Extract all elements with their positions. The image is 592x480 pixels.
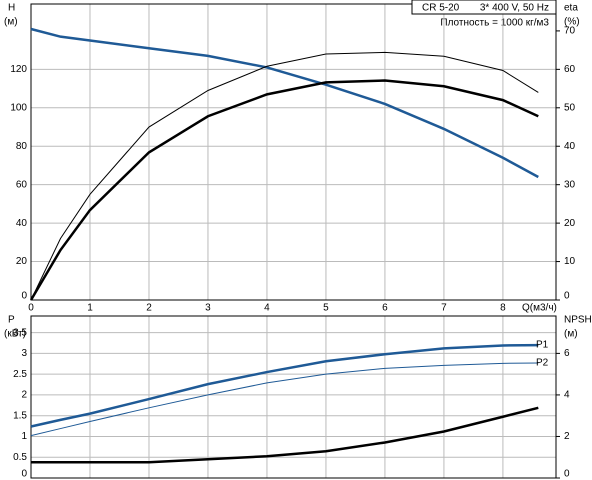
- chart-title: CR 5-20: [422, 3, 460, 14]
- x-tick-label: 6: [382, 303, 388, 314]
- y-tick-label: 2.5: [13, 369, 27, 380]
- y2-tick-label: 70: [564, 26, 576, 37]
- y-axis-unit: (м): [4, 17, 18, 28]
- y2-tick-label: 10: [564, 256, 576, 267]
- y2-tick-label: 20: [564, 218, 576, 229]
- series-label: P1: [536, 340, 549, 351]
- series-line: [30, 51, 539, 301]
- y-tick-label: 1.5: [13, 410, 27, 421]
- y2-axis-unit: (м): [564, 329, 578, 340]
- chart-subtitle: 3* 400 V, 50 Hz: [480, 3, 549, 14]
- y2-axis-label: eta: [564, 3, 578, 14]
- header-box: [411, 0, 557, 15]
- series-line: [30, 362, 539, 437]
- y2-tick-label: 40: [564, 141, 576, 152]
- series-label: P2: [536, 358, 549, 369]
- y2-tick-label: 4: [564, 390, 570, 401]
- y-tick-label: 3: [21, 348, 27, 359]
- y-tick-label: 2: [21, 390, 27, 401]
- y2-tick-label: 0: [564, 291, 570, 302]
- x-tick-label: 0: [28, 303, 34, 314]
- y2-tick-label: 6: [564, 348, 570, 359]
- y-tick-label: 120: [10, 64, 27, 75]
- y-tick-label: 100: [10, 102, 27, 113]
- series-line: [30, 27, 539, 179]
- y-tick-label: 80: [16, 141, 28, 152]
- x-tick-label: 8: [500, 303, 506, 314]
- x-tick-label: 7: [441, 303, 447, 314]
- y-tick-label: 40: [16, 218, 28, 229]
- series-line: [29, 79, 539, 301]
- y-tick-label: 0: [21, 291, 27, 302]
- plot-frame: [30, 3, 557, 301]
- plot-frame: [30, 315, 557, 479]
- y-tick-label: 0.5: [13, 452, 27, 463]
- y-tick-label: 20: [16, 256, 28, 267]
- y2-tick-label: 50: [564, 102, 576, 113]
- y-tick-label: 0: [21, 469, 27, 480]
- y-tick-label: 3.5: [13, 327, 27, 338]
- x-axis-label: Q(м3/ч): [522, 303, 557, 314]
- y-axis-label: P: [8, 315, 15, 326]
- y-axis-unit: (кВт): [4, 329, 26, 340]
- y-tick-label: 60: [16, 179, 28, 190]
- y2-axis-label: NPSH: [564, 315, 592, 326]
- x-tick-label: 1: [87, 303, 93, 314]
- y-axis-label: H: [8, 3, 15, 14]
- series-line: [30, 343, 539, 428]
- y-tick-label: 1: [21, 431, 27, 442]
- x-tick-label: 5: [323, 303, 329, 314]
- y2-tick-label: 2: [564, 431, 570, 442]
- y2-axis-unit: (%): [564, 17, 580, 28]
- x-tick-label: 2: [146, 303, 152, 314]
- y2-tick-label: 30: [564, 179, 576, 190]
- annotation: Плотность = 1000 кг/м3: [440, 18, 549, 29]
- x-tick-label: 4: [264, 303, 270, 314]
- y2-tick-label: 60: [564, 64, 576, 75]
- y2-tick-label: 0: [564, 469, 570, 480]
- x-tick-label: 3: [205, 303, 211, 314]
- series-line: [31, 406, 539, 464]
